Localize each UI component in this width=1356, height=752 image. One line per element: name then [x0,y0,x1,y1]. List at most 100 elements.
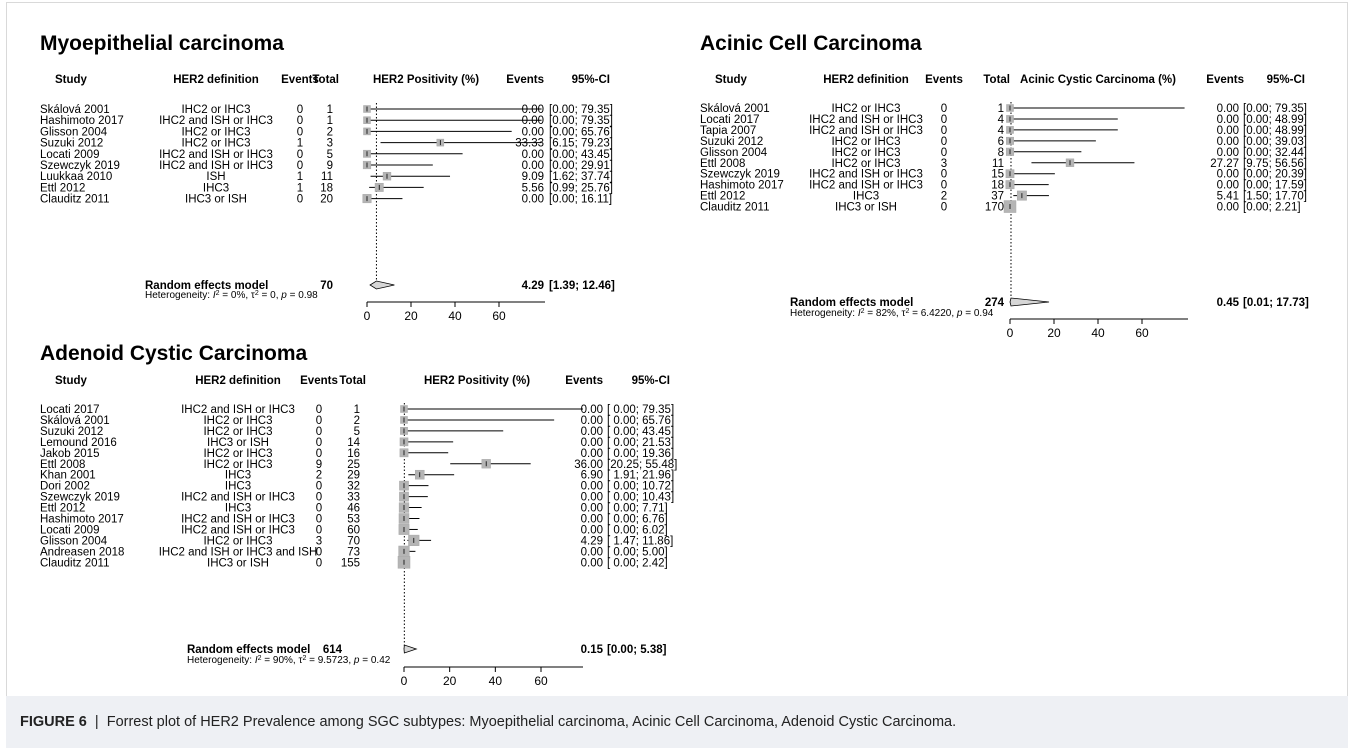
summary-estimate: 0.15 [581,644,604,656]
her2-definition: IHC3 [225,470,251,482]
total-count: 18 [991,180,1004,192]
estimate-value: 5.56 [522,182,544,194]
summary-total: 70 [320,280,333,292]
events-count: 0 [316,524,322,536]
header-study: Study [55,74,88,86]
study-name: Clauditz 2011 [40,557,109,569]
ci-value: [0.00; 2.21] [1243,202,1301,214]
header-plot: HER2 Positivity (%) [373,74,479,86]
ci-value: [1.50; 17.70] [1243,191,1307,203]
study-name: Ettl 2012 [40,182,85,194]
x-tick-label: 40 [1091,326,1105,340]
events-count: 0 [297,104,303,116]
ci-value: [ 0.00; 6.02] [607,524,668,536]
estimate-value: 0.00 [581,437,603,449]
x-tick-label: 40 [448,309,462,323]
header-definition: HER2 definition [173,74,259,86]
header-total: Total [983,74,1010,86]
estimate-value: 0.00 [522,104,544,116]
events-count: 0 [941,136,947,148]
estimate-value: 0.00 [581,557,603,569]
study-name: Glisson 2004 [40,535,108,547]
study-name: Locati 2009 [40,524,99,536]
study-name: Glisson 2004 [40,126,108,138]
ci-value: [ 0.00; 5.00] [607,546,668,558]
ci-value: [ 0.00; 65.76] [607,415,674,427]
ci-value: [0.00; 39.03] [1243,136,1307,148]
events-count: 0 [941,125,947,137]
events-count: 9 [316,459,322,471]
study-name: Szewczyk 2019 [700,169,780,181]
header-total: Total [339,375,366,387]
total-count: 15 [991,169,1004,181]
events-count: 0 [297,115,303,127]
summary-estimate: 4.29 [522,280,544,292]
total-count: 4 [998,125,1005,137]
events-count: 0 [316,437,322,449]
estimate-value: 0.00 [1217,136,1239,148]
ci-value: [ 0.00; 79.35] [607,404,674,416]
x-tick-label: 60 [534,674,548,688]
study-name: Andreasen 2018 [40,546,124,558]
study-name: Khan 2001 [40,470,96,482]
study-name: Locati 2017 [700,114,759,126]
total-count: 8 [998,147,1004,159]
ci-value: [1.62; 37.74] [549,171,613,183]
ci-value: [ 0.00; 6.76] [607,514,668,526]
her2-definition: IHC2 and ISH or IHC3 and ISH [159,546,318,558]
ci-value: [0.00; 16.11] [549,194,612,206]
events-count: 1 [297,182,303,194]
estimate-value: 0.00 [581,415,603,427]
x-tick-label: 20 [1047,326,1061,340]
her2-definition: IHC2 and ISH or IHC3 [809,180,923,192]
ci-value: [0.00; 79.35] [1243,103,1307,115]
study-name: Hashimoto 2017 [700,180,784,192]
study-name: Clauditz 2011 [40,194,109,206]
events-count: 1 [297,171,303,183]
her2-definition: IHC3 [853,191,879,203]
total-count: 18 [320,182,333,194]
summary-label: Random effects model [145,280,268,292]
her2-definition: IHC2 and ISH or IHC3 [159,149,273,161]
ci-value: [0.00; 79.35] [549,104,613,116]
header-events-pct: Events [506,74,544,86]
her2-definition: IHC3 or ISH [207,557,269,569]
study-name: Suzuki 2012 [700,136,763,148]
x-tick-label: 20 [443,674,457,688]
header-events-pct: Events [1206,74,1244,86]
ci-value: [6.15; 79.23] [549,138,613,150]
total-count: 9 [327,160,333,172]
study-name: Hashimoto 2017 [40,514,124,526]
her2-definition: IHC2 and ISH or IHC3 [181,524,295,536]
ci-value: [0.99; 25.76] [549,182,613,194]
total-count: 73 [347,546,360,558]
header-ci: 95%-CI [632,375,670,387]
summary-diamond [403,644,418,654]
ci-value: [ 0.00; 10.72] [607,481,674,493]
total-count: 155 [341,557,360,569]
events-count: 0 [297,160,303,172]
her2-definition: IHC2 or IHC3 [831,136,900,148]
estimate-value: 27.27 [1210,158,1239,170]
ci-value: [0.00; 79.35] [549,115,613,127]
ci-value: [0.00; 48.99] [1243,125,1307,137]
estimate-value: 0.00 [581,426,603,438]
total-count: 33 [347,492,360,504]
her2-definition: IHC2 or IHC3 [831,147,900,159]
events-count: 0 [297,194,303,206]
estimate-value: 0.00 [581,546,603,558]
total-count: 60 [347,524,360,536]
summary-diamond [369,280,395,290]
events-count: 0 [941,147,947,159]
her2-definition: IHC2 and ISH or IHC3 [809,114,923,126]
header-events: Events [925,74,963,86]
events-count: 0 [316,546,322,558]
events-count: 0 [316,514,322,526]
estimate-value: 0.00 [1217,202,1239,214]
study-name: Tapia 2007 [700,125,756,137]
heterogeneity-text: Heterogeneity: I2 = 82%, τ2 = 6.4220, p … [790,308,994,320]
total-count: 11 [321,171,333,183]
ci-value: [ 1.91; 21.96] [607,470,674,482]
estimate-value: 0.00 [522,115,544,127]
